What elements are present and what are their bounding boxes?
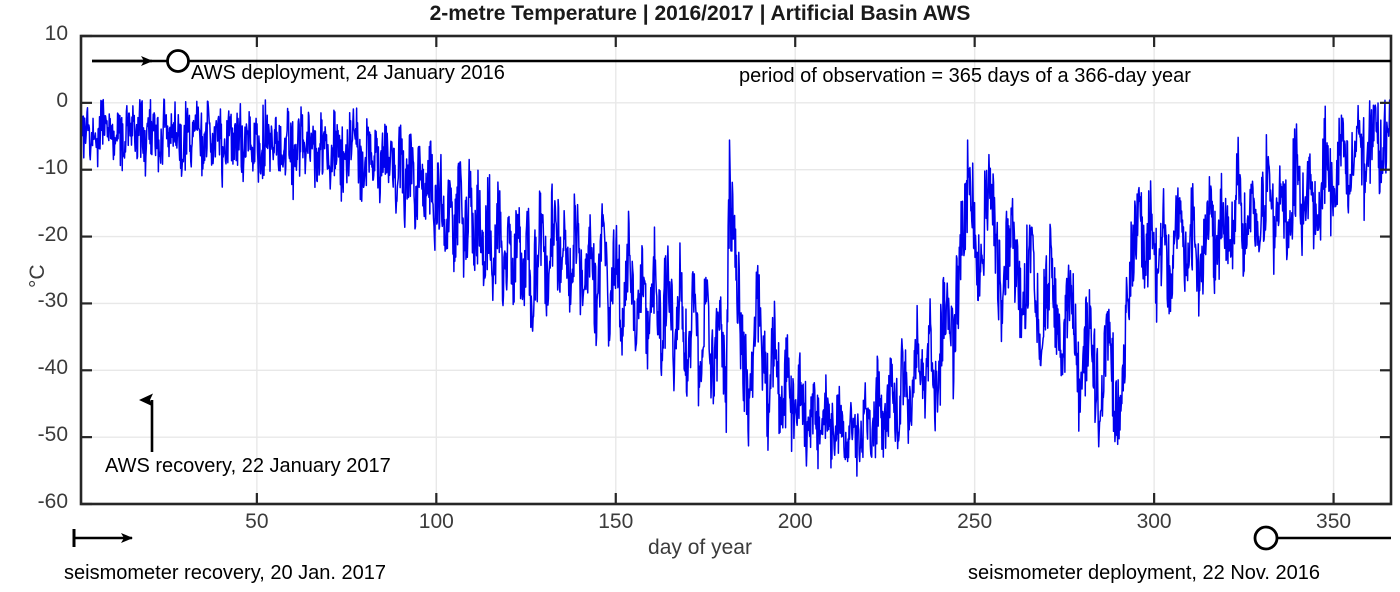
y-tick-label: -50 <box>37 423 68 447</box>
y-tick-label: -60 <box>37 490 68 513</box>
y-tick-label: 10 <box>44 22 68 45</box>
annotation-aws-deployment: AWS deployment, 24 January 2016 <box>191 62 505 84</box>
y-tick-label: -40 <box>37 356 68 380</box>
annotation-period-of-observation: period of observation = 365 days of a 36… <box>739 65 1191 87</box>
x-tick-label: 300 <box>1136 510 1172 533</box>
plot-frame <box>79 34 1393 506</box>
temperature-series-line <box>81 98 1391 477</box>
y-tick-label: -30 <box>37 289 68 313</box>
axis-ticks <box>81 34 1391 506</box>
x-axis-title: day of year <box>648 536 752 559</box>
annotation-seismometer-deployment: seismometer deployment, 22 Nov. 2016 <box>968 562 1321 584</box>
y-tick-label: -10 <box>37 155 68 179</box>
x-tick-label: 100 <box>418 510 454 533</box>
horizontal-gridlines <box>81 102 1391 438</box>
annotation-aws-recovery: AWS recovery, 22 January 2017 <box>105 455 391 477</box>
x-tick-label: 200 <box>777 510 813 533</box>
x-tick-label: 50 <box>245 510 269 533</box>
y-tick-label: 0 <box>56 88 68 112</box>
y-axis-title: °C <box>26 264 49 288</box>
x-tick-label: 350 <box>1316 510 1352 533</box>
chart-title: 2-metre Temperature | 2016/2017 | Artifi… <box>429 2 971 25</box>
aws-deployment-marker-icon <box>166 49 190 73</box>
y-tick-label: -20 <box>37 222 68 246</box>
annotation-seismometer-recovery: seismometer recovery, 20 Jan. 2017 <box>64 562 387 584</box>
x-tick-label: 250 <box>957 510 993 533</box>
x-tick-label: 150 <box>598 510 634 533</box>
